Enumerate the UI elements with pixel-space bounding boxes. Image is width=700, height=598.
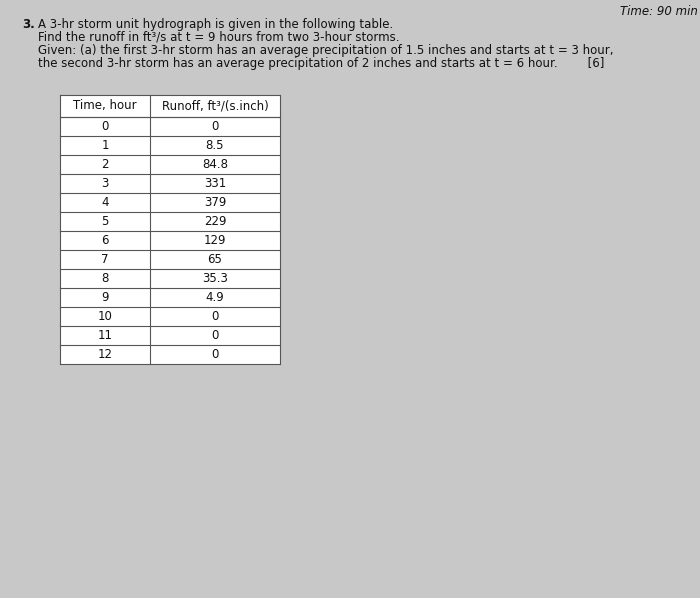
Text: 1: 1 (102, 139, 108, 152)
Text: Runoff, ft³/(s.inch): Runoff, ft³/(s.inch) (162, 99, 268, 112)
Text: A 3-hr storm unit hydrograph is given in the following table.: A 3-hr storm unit hydrograph is given in… (38, 18, 393, 31)
Text: 4: 4 (102, 196, 108, 209)
Text: 0: 0 (211, 310, 218, 323)
Text: 3.: 3. (22, 18, 35, 31)
Text: 0: 0 (211, 120, 218, 133)
Text: 65: 65 (208, 253, 223, 266)
Bar (60, 95, 280, 364)
Text: 129: 129 (204, 234, 226, 247)
Text: 12: 12 (97, 348, 113, 361)
Text: 35.3: 35.3 (202, 272, 228, 285)
Text: 5: 5 (102, 215, 108, 228)
Text: Time: 90 min: Time: 90 min (620, 5, 698, 18)
Text: 4.9: 4.9 (206, 291, 225, 304)
Text: 3: 3 (102, 177, 108, 190)
Text: 11: 11 (97, 329, 113, 342)
Text: 9: 9 (102, 291, 108, 304)
Text: the second 3-hr storm has an average precipitation of 2 inches and starts at t =: the second 3-hr storm has an average pre… (38, 57, 604, 70)
Text: Find the runoff in ft³/s at t = 9 hours from two 3-hour storms.: Find the runoff in ft³/s at t = 9 hours … (38, 31, 400, 44)
Text: 0: 0 (211, 329, 218, 342)
Text: 6: 6 (102, 234, 108, 247)
Text: 229: 229 (204, 215, 226, 228)
Text: 10: 10 (97, 310, 113, 323)
Text: Given: (a) the first 3-hr storm has an average precipitation of 1.5 inches and s: Given: (a) the first 3-hr storm has an a… (38, 44, 613, 57)
Text: 7: 7 (102, 253, 108, 266)
Text: 0: 0 (102, 120, 108, 133)
Text: Time, hour: Time, hour (74, 99, 136, 112)
Text: 0: 0 (211, 348, 218, 361)
Text: 84.8: 84.8 (202, 158, 228, 171)
Text: 8: 8 (102, 272, 108, 285)
Text: 331: 331 (204, 177, 226, 190)
Text: 379: 379 (204, 196, 226, 209)
Text: 8.5: 8.5 (206, 139, 224, 152)
Text: 2: 2 (102, 158, 108, 171)
